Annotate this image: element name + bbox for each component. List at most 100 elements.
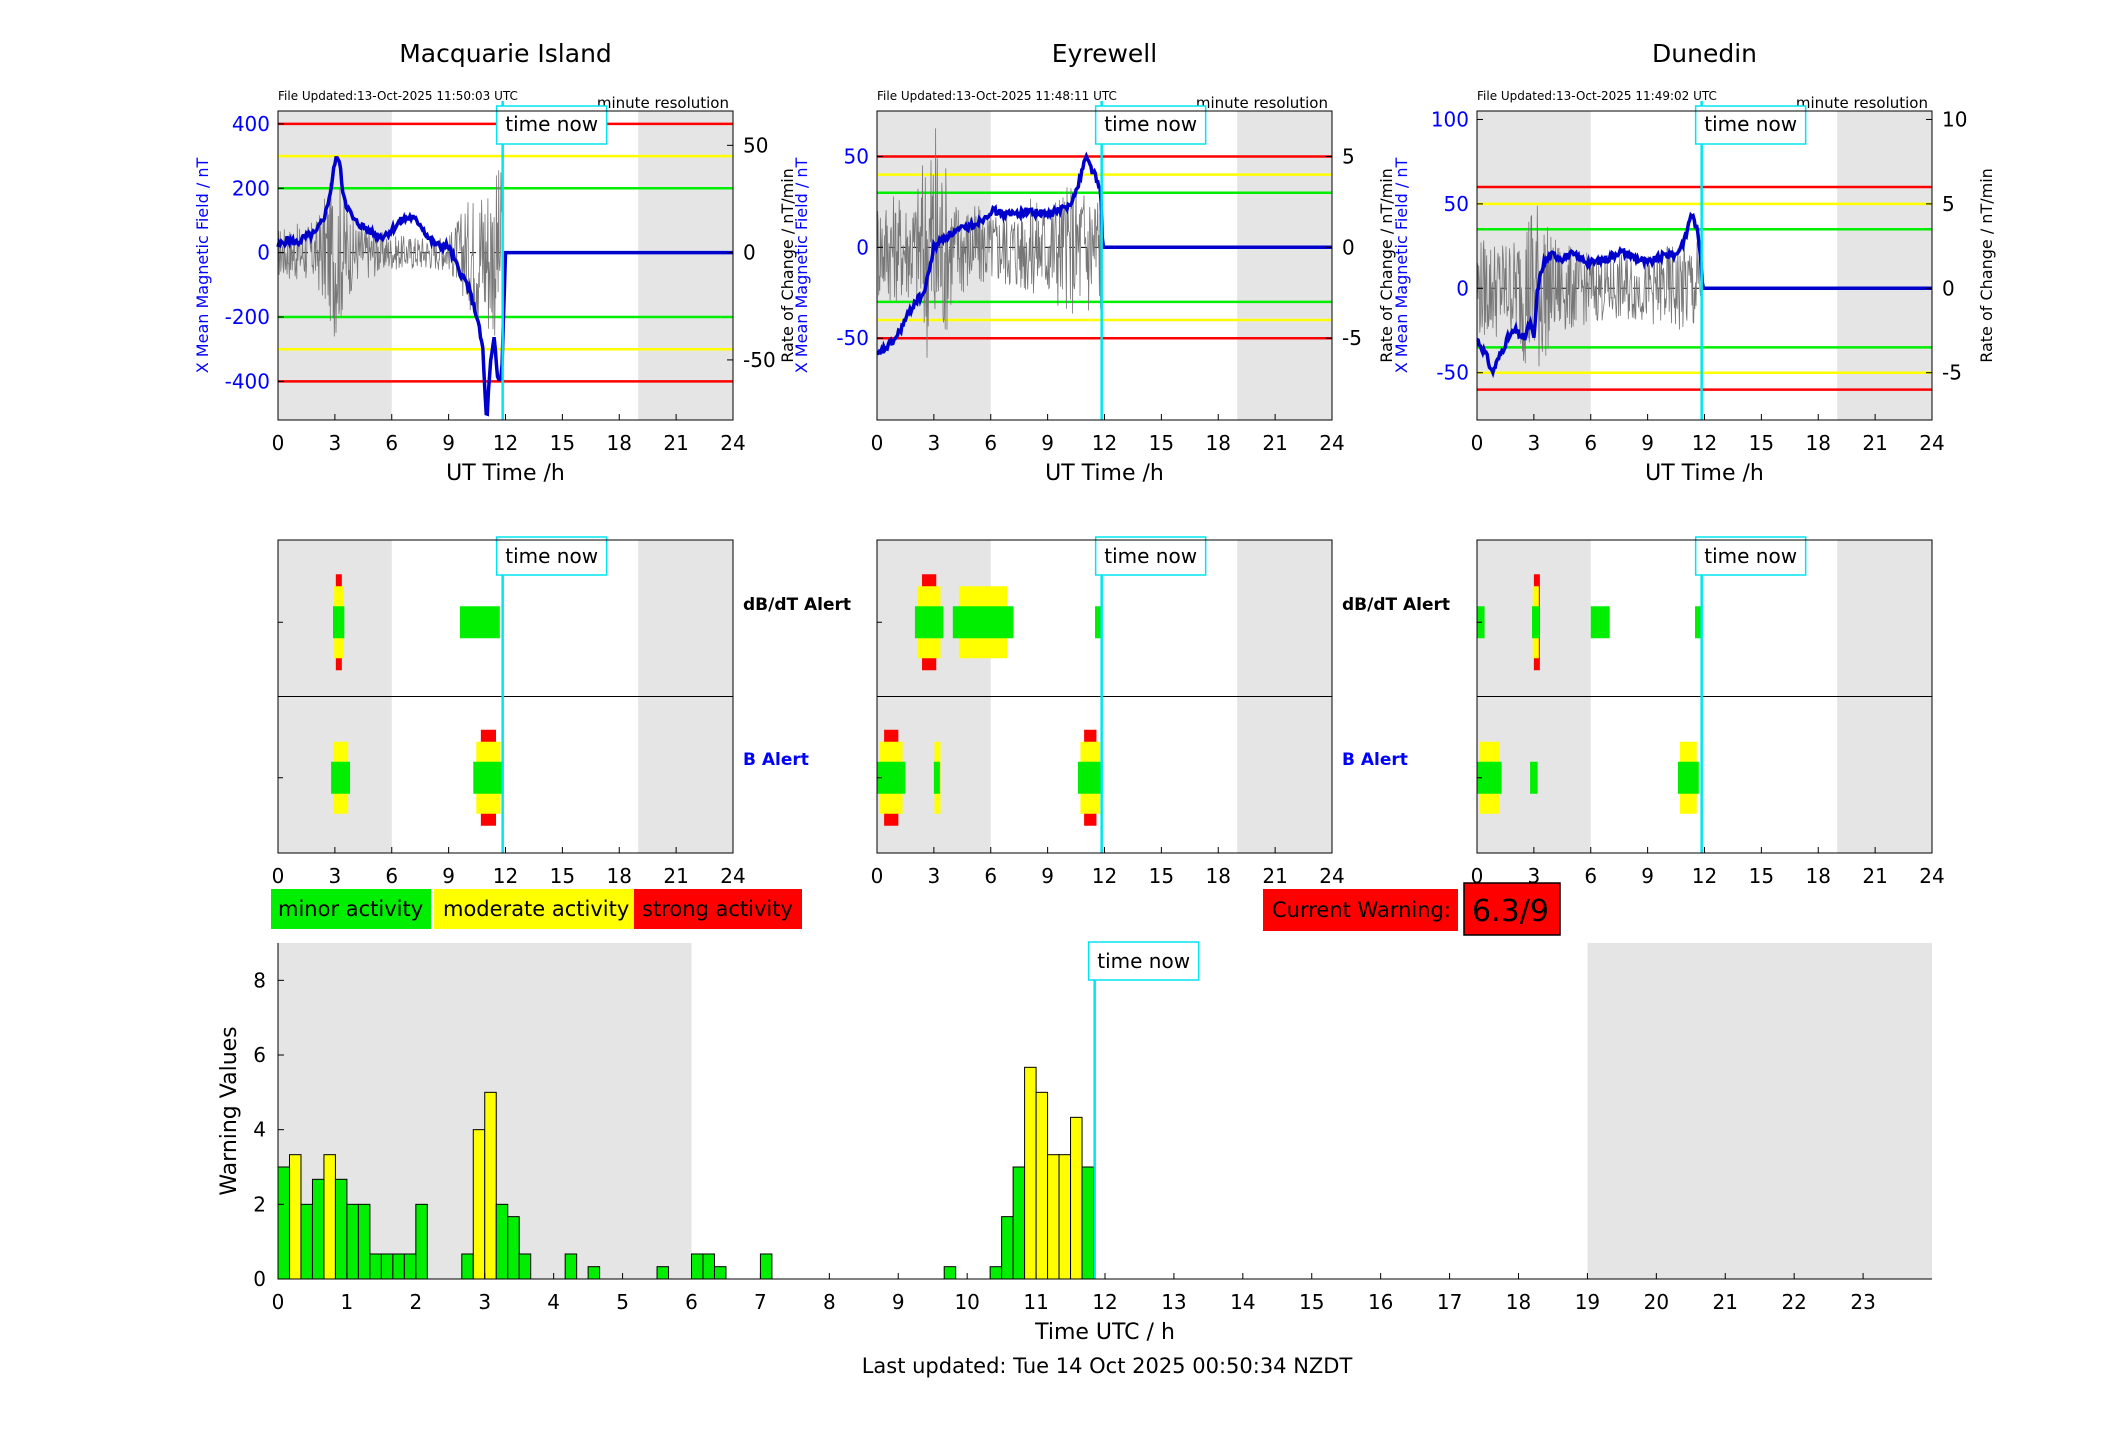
x-tick-label: 12 bbox=[1092, 864, 1117, 888]
magnetic-field-trace bbox=[276, 156, 733, 417]
y-tick-label-left: -400 bbox=[225, 369, 270, 393]
y-tick-label-left: 50 bbox=[1444, 192, 1469, 216]
x-tick-label: 24 bbox=[720, 431, 745, 455]
y-tick-label-right: 5 bbox=[1942, 192, 1955, 216]
x-tick-label: 15 bbox=[1299, 1290, 1324, 1314]
x-tick-label: 15 bbox=[1749, 864, 1774, 888]
station-title: Eyrewell bbox=[1052, 39, 1157, 68]
time-now-box bbox=[495, 105, 608, 145]
x-tick-label: 24 bbox=[1319, 864, 1344, 888]
b-alert-mark-green bbox=[473, 761, 504, 794]
warning-bar bbox=[323, 1154, 336, 1280]
y-axis-label-left: X Mean Magnetic Field / nT bbox=[792, 158, 811, 374]
file-updated-text: File Updated:13-Oct-2025 11:49:02 UTC bbox=[1477, 89, 1717, 103]
rate-of-change-trace bbox=[277, 170, 502, 337]
x-tick-label: 1 bbox=[341, 1290, 354, 1314]
x-tick-label: 10 bbox=[954, 1290, 979, 1314]
x-tick-label: 9 bbox=[1041, 864, 1054, 888]
x-tick-label: 0 bbox=[871, 431, 884, 455]
time-now-box bbox=[1694, 536, 1807, 576]
warning-bar bbox=[943, 1266, 957, 1280]
b-alert-mark-green bbox=[933, 761, 940, 794]
x-tick-label: 9 bbox=[1041, 431, 1054, 455]
dbdt-alert-mark-green bbox=[914, 606, 944, 639]
warning-bar bbox=[403, 1253, 417, 1280]
x-axis-label: Time UTC / h bbox=[1034, 1320, 1175, 1345]
x-tick-label: 3 bbox=[1528, 864, 1541, 888]
legend-minor-label: minor activity bbox=[278, 897, 423, 921]
x-tick-label: 18 bbox=[1806, 431, 1831, 455]
y-axis-label-right: Rate of Change / nT/min bbox=[778, 168, 797, 363]
b-alert-mark-green bbox=[1077, 761, 1103, 794]
x-tick-label: 20 bbox=[1644, 1290, 1669, 1314]
warning-bar bbox=[1058, 1154, 1072, 1280]
x-tick-label: 0 bbox=[272, 1290, 285, 1314]
current-warning: Current Warning: 6.3/9 bbox=[1263, 882, 1561, 936]
x-tick-label: 3 bbox=[478, 1290, 491, 1314]
warning-bar bbox=[1001, 1216, 1014, 1280]
y-tick-label-right: 5 bbox=[1342, 144, 1355, 168]
y-tick-label: 2 bbox=[253, 1192, 266, 1216]
y-tick-label-right: -5 bbox=[1942, 361, 1962, 385]
x-tick-label: 21 bbox=[1713, 1290, 1738, 1314]
x-tick-label: 17 bbox=[1437, 1290, 1462, 1314]
x-tick-label: 18 bbox=[607, 431, 632, 455]
b-alert-label: B Alert bbox=[1342, 750, 1408, 770]
warning-bar bbox=[346, 1203, 359, 1280]
warning-bar bbox=[277, 1166, 290, 1280]
x-tick-label: 12 bbox=[1092, 431, 1117, 455]
y-tick-label: 0 bbox=[253, 1267, 266, 1291]
y-tick-label: 4 bbox=[253, 1118, 266, 1142]
x-tick-label: 6 bbox=[685, 1290, 698, 1314]
x-tick-label: 18 bbox=[1206, 431, 1231, 455]
dbdt-alert-label: dB/dT Alert bbox=[743, 595, 851, 615]
b-alert-mark-green bbox=[331, 761, 351, 794]
time-now-box bbox=[1094, 536, 1207, 576]
y-tick-label-left: 50 bbox=[844, 144, 869, 168]
x-tick-label: 18 bbox=[607, 864, 632, 888]
x-tick-label: 21 bbox=[1262, 864, 1287, 888]
y-tick-label: 8 bbox=[253, 968, 266, 992]
y-tick-label-left: 0 bbox=[856, 235, 869, 259]
x-tick-label: 3 bbox=[928, 864, 941, 888]
x-tick-label: 2 bbox=[409, 1290, 422, 1314]
station-panel-0: Macquarie Island File Updated:13-Oct-2025… bbox=[193, 39, 797, 486]
y-tick-label-left: -50 bbox=[836, 326, 869, 350]
x-tick-label: 12 bbox=[1692, 864, 1717, 888]
warning-bar bbox=[1047, 1154, 1060, 1280]
x-axis-label: UT Time /h bbox=[446, 461, 565, 486]
x-tick-label: 18 bbox=[1206, 864, 1231, 888]
current-warning-value-box bbox=[1463, 882, 1561, 936]
warning-bar bbox=[300, 1203, 313, 1280]
x-tick-label: 16 bbox=[1368, 1290, 1393, 1314]
night-shade bbox=[1237, 111, 1332, 420]
y-tick-label-left: -50 bbox=[1436, 361, 1469, 385]
time-now-label: time now bbox=[1104, 112, 1197, 136]
x-tick-label: 3 bbox=[329, 864, 342, 888]
file-updated-text: File Updated:13-Oct-2025 11:48:11 UTC bbox=[877, 89, 1117, 103]
x-tick-label: 12 bbox=[1092, 1290, 1117, 1314]
warning-bar bbox=[369, 1253, 382, 1280]
x-axis-label: UT Time /h bbox=[1645, 461, 1764, 486]
y-axis-label-left: X Mean Magnetic Field / nT bbox=[1392, 158, 1411, 374]
warning-bar bbox=[1081, 1166, 1095, 1280]
x-tick-label: 24 bbox=[1319, 431, 1344, 455]
warning-bar bbox=[484, 1091, 497, 1280]
x-tick-label: 13 bbox=[1161, 1290, 1186, 1314]
x-tick-label: 7 bbox=[754, 1290, 767, 1314]
x-tick-label: 8 bbox=[823, 1290, 836, 1314]
warning-bar bbox=[759, 1253, 773, 1280]
x-tick-label: 24 bbox=[720, 864, 745, 888]
y-tick-label-right: 10 bbox=[1942, 107, 1967, 131]
b-alert-mark-green bbox=[1530, 761, 1538, 794]
x-tick-label: 9 bbox=[892, 1290, 905, 1314]
x-tick-label: 21 bbox=[1262, 431, 1287, 455]
time-now-label: time now bbox=[1704, 112, 1797, 136]
warning-bar bbox=[587, 1266, 601, 1280]
b-alert-mark-green bbox=[1677, 761, 1699, 794]
legend-moderate-label: moderate activity bbox=[443, 897, 629, 921]
warning-bar bbox=[564, 1253, 578, 1280]
x-tick-label: 23 bbox=[1850, 1290, 1875, 1314]
x-tick-label: 0 bbox=[1471, 864, 1484, 888]
